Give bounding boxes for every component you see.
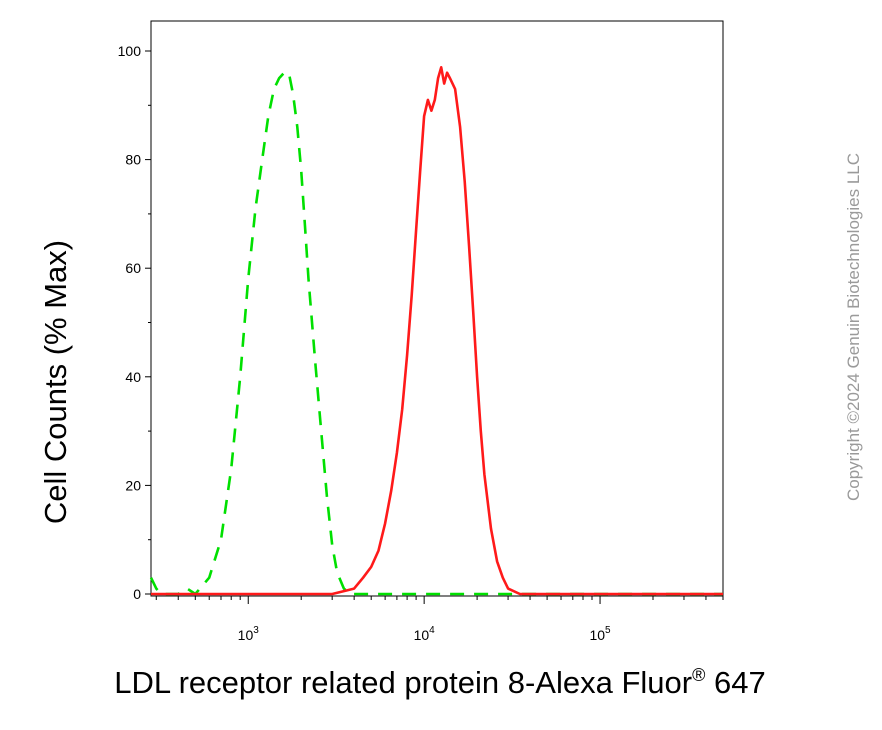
x-tick-label: 103 bbox=[238, 625, 260, 643]
x-axis-label-suffix: 647 bbox=[705, 665, 765, 700]
y-tick-label: 80 bbox=[125, 152, 141, 168]
x-tick-label: 105 bbox=[589, 625, 611, 643]
y-tick-label: 20 bbox=[125, 477, 141, 493]
series-layer bbox=[149, 66, 723, 596]
series-line-solid-red bbox=[151, 66, 723, 596]
y-axis-label: Cell Counts (% Max) bbox=[38, 240, 73, 524]
y-tick-label: 60 bbox=[125, 260, 141, 276]
y-axis-ticks: 0 20 40 60 80 100 bbox=[118, 43, 151, 602]
x-axis-ticks: 103 104 105 bbox=[155, 596, 724, 643]
plot-frame bbox=[150, 20, 724, 597]
y-tick-label: 0 bbox=[133, 586, 141, 602]
x-tick-label: 104 bbox=[414, 625, 436, 643]
x-axis-label-main: LDL receptor related protein 8-Alexa Flu… bbox=[114, 665, 692, 700]
x-axis-label: LDL receptor related protein 8-Alexa Flu… bbox=[114, 665, 765, 700]
y-tick-label: 100 bbox=[118, 43, 142, 59]
copyright-watermark: Copyright ©2024 Genuin Biotechnologies L… bbox=[844, 153, 863, 501]
y-tick-label: 40 bbox=[125, 369, 141, 385]
x-axis-label-registered-mark: ® bbox=[692, 665, 705, 685]
